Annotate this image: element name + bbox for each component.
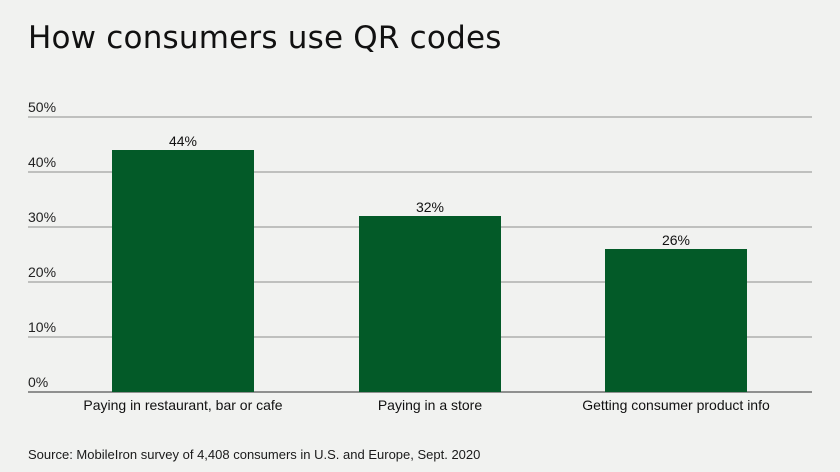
data-label: 26% bbox=[662, 232, 690, 248]
y-tick-label: 40% bbox=[28, 154, 56, 170]
x-tick-label: Paying in a store bbox=[378, 397, 482, 413]
bar-chart: 0% 10% 20% 30% 40% 50% 44% Paying in restaurant… bbox=[28, 99, 812, 413]
x-tick-label: Getting consumer product info bbox=[582, 397, 770, 413]
x-tick-label: Paying in restaurant, bar or cafe bbox=[83, 397, 282, 413]
bar bbox=[359, 216, 501, 392]
bar bbox=[112, 150, 254, 392]
y-tick-label: 0% bbox=[28, 374, 48, 390]
chart-title: How consumers use QR codes bbox=[28, 20, 502, 56]
bar bbox=[605, 249, 747, 392]
y-tick-label: 30% bbox=[28, 209, 56, 225]
y-tick-label: 50% bbox=[28, 99, 56, 115]
y-tick-label: 10% bbox=[28, 319, 56, 335]
data-label: 44% bbox=[169, 133, 197, 149]
data-label: 32% bbox=[416, 199, 444, 215]
y-tick-label: 20% bbox=[28, 264, 56, 280]
source-note: Source: MobileIron survey of 4,408 consu… bbox=[28, 447, 481, 462]
